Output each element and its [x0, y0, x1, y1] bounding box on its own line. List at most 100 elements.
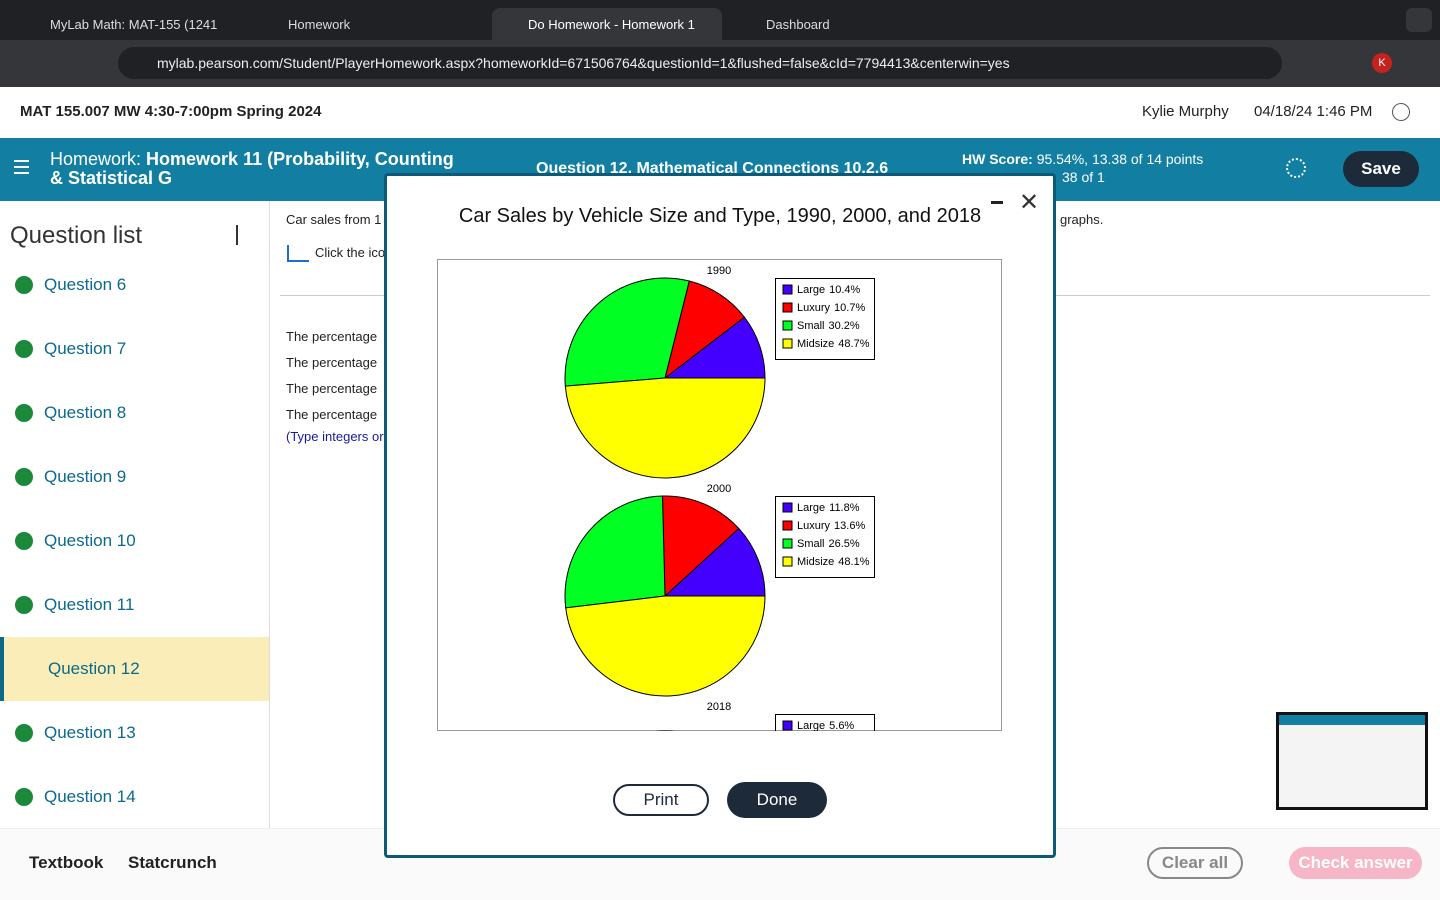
address-bar: mylab.pearson.com/Student/PlayerHomework… — [0, 40, 1440, 87]
chart-frame: 1990 Large 10.4% Luxury 10.7% Small 30.2% Midsi… — [437, 259, 1002, 732]
settings-icon[interactable] — [1286, 158, 1306, 178]
pie-label: 2018 — [707, 701, 731, 713]
profile[interactable]: K — [1372, 53, 1392, 73]
collapse-icon[interactable] — [236, 225, 256, 245]
tab-bar: MyLab Math: MAT-155 (1241 Homework Do Ho… — [0, 0, 1440, 40]
legend-value: 10.7% — [834, 302, 865, 314]
toolbar: Homework: Homework 11 (Probability, Coun… — [0, 138, 1440, 201]
question-item[interactable]: Question 8 — [0, 381, 269, 445]
legend-value: 11.8% — [829, 502, 860, 514]
legend-swatch — [782, 284, 793, 295]
intro: Car sales from 1 — [286, 212, 382, 227]
datetime: 04/18/24 1:46 PM — [1254, 103, 1373, 120]
legend-value: 26.5% — [829, 538, 860, 550]
legend-value: 13.6% — [834, 520, 865, 532]
legend-text: Large 10.4% — [797, 284, 861, 296]
tab-active[interactable]: Do Homework - Homework 1 — [492, 8, 722, 40]
question-item[interactable]: Question 13 — [0, 701, 269, 765]
question-title: Question 12, Mathematical Connections 10… — [536, 160, 889, 177]
url: mylab.pearson.com/Student/PlayerHomework… — [157, 55, 1010, 71]
legend-box — [775, 714, 875, 731]
graph-icon[interactable] — [287, 245, 309, 262]
clear-button[interactable]: Clear all — [1147, 847, 1243, 879]
legend-text: Luxury 10.7% — [797, 302, 865, 314]
question-item[interactable]: Question 14 — [0, 765, 269, 829]
sidebar: Question list Question 6 Question 7 Questi… — [0, 201, 270, 828]
legend-swatch — [782, 520, 793, 531]
line: The percentage — [286, 381, 378, 396]
pie-slice — [664, 280, 746, 380]
score-label: HW Score: — [962, 151, 1033, 167]
line: The percentage — [286, 329, 378, 344]
done-button[interactable]: Done — [727, 782, 827, 818]
line: The percentage — [286, 407, 378, 422]
hw-name: Homework 11 (Probability, Counting & Sta… — [50, 149, 454, 188]
sidebar-title: Question list — [10, 222, 143, 249]
tab[interactable]: MyLab Math: MAT-155 (1241 — [50, 16, 218, 32]
question-item[interactable]: Question 11 — [0, 573, 269, 637]
help-icon[interactable] — [1392, 103, 1410, 121]
line: The percentage — [286, 355, 378, 370]
tab[interactable]: Dashboard — [766, 16, 830, 32]
print-button[interactable]: Print — [613, 784, 709, 816]
check-button[interactable]: Check answer — [1289, 847, 1422, 879]
omnibox[interactable] — [118, 47, 1282, 79]
hw-label: Homework: — [50, 149, 142, 169]
legend-swatch — [782, 502, 793, 513]
question-item[interactable]: Question 9 — [0, 445, 269, 509]
icon-text: Click the ico — [315, 245, 386, 260]
dialog: Car Sales by Vehicle Size and Type, 1990… — [384, 173, 1056, 858]
pie-label: 2000 — [707, 483, 731, 495]
legend-name: Midsize — [797, 338, 834, 350]
menu-icon[interactable] — [14, 160, 29, 162]
question-item[interactable]: Question 6 — [0, 253, 269, 317]
legend-text: Large 11.8% — [797, 502, 860, 514]
legend-name: Midsize — [797, 556, 834, 568]
legend-swatch — [782, 320, 793, 331]
hw-score: HW Score: 95.54%, 13.38 of 14 points — [962, 151, 1203, 167]
legend-name: Large — [797, 284, 825, 296]
statcrunch-link[interactable]: Statcrunch — [128, 853, 217, 872]
legend-text: Small 30.2% — [797, 320, 860, 332]
thumbnail[interactable] — [1276, 712, 1428, 810]
pie-label: 1990 — [707, 265, 731, 277]
legend-box — [775, 278, 875, 360]
pie-slice — [661, 495, 740, 598]
pie-slice — [564, 495, 666, 609]
score: 95.54%, 13.38 of 14 points — [1036, 151, 1204, 167]
question-item[interactable]: Question 7 — [0, 317, 269, 381]
pie-slice — [564, 277, 690, 387]
legend-value: 48.1% — [838, 556, 869, 568]
legend-name: Small — [797, 320, 825, 332]
legend-box — [775, 496, 875, 578]
minimize[interactable] — [991, 201, 1003, 204]
question-item[interactable]: Question 10 — [0, 509, 269, 573]
legend-text: Midsize 48.1% — [797, 556, 870, 568]
textbook-link[interactable]: Textbook — [29, 853, 104, 872]
pie-slice — [565, 595, 766, 697]
legend-swatch — [782, 720, 793, 731]
save-button[interactable]: Save — [1343, 151, 1419, 187]
legend-text: Large 5.6% — [797, 720, 854, 732]
legend-name: Large — [797, 720, 825, 732]
legend-value: 48.7% — [838, 338, 869, 350]
pie-slice — [663, 527, 766, 597]
legend-swatch — [782, 556, 793, 567]
legend-swatch — [782, 538, 793, 549]
legend-name: Small — [797, 538, 825, 550]
legend-value: 5.6% — [829, 720, 854, 732]
course: MAT 155.007 MW 4:30-7:00pm Spring 2024 — [20, 103, 322, 120]
close[interactable]: ✕ — [1019, 189, 1040, 216]
points: 38 of 1 — [1062, 169, 1105, 185]
legend-swatch — [782, 338, 793, 349]
legend-name: Luxury — [797, 302, 831, 314]
question-item[interactable]: Question 12 — [0, 637, 269, 701]
intro-end: graphs. — [1060, 212, 1104, 227]
legend-text: Luxury 13.6% — [797, 520, 865, 532]
legend-text: Small 26.5% — [797, 538, 860, 550]
legend-value: 30.2% — [829, 320, 860, 332]
tab[interactable]: Homework — [288, 16, 351, 32]
tab-menu[interactable] — [1406, 8, 1432, 32]
pie-slice — [564, 377, 766, 479]
